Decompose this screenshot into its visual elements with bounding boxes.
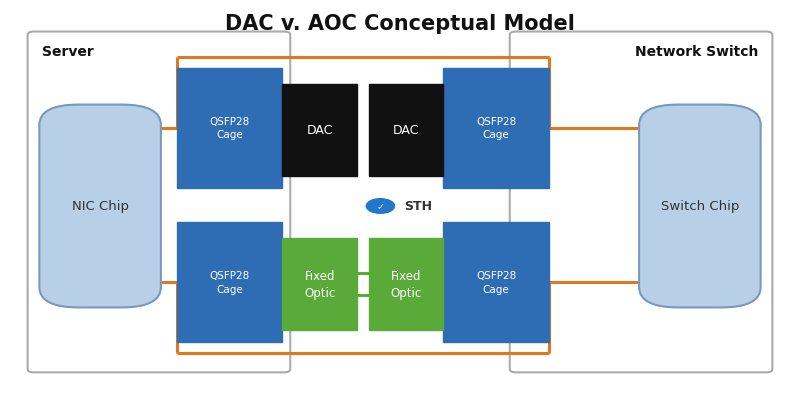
FancyBboxPatch shape (443, 69, 549, 188)
Text: STH: STH (404, 200, 432, 213)
Circle shape (366, 199, 394, 214)
FancyBboxPatch shape (443, 223, 549, 342)
FancyBboxPatch shape (369, 85, 443, 176)
FancyBboxPatch shape (282, 85, 357, 176)
FancyBboxPatch shape (510, 33, 773, 373)
Text: QSFP28
Cage: QSFP28 Cage (210, 117, 250, 140)
Text: DAC v. AOC Conceptual Model: DAC v. AOC Conceptual Model (225, 14, 575, 34)
Text: Fixed
Optic: Fixed Optic (390, 269, 422, 299)
Text: Server: Server (42, 45, 94, 59)
Text: QSFP28
Cage: QSFP28 Cage (476, 271, 516, 294)
FancyBboxPatch shape (369, 239, 443, 330)
Text: DAC: DAC (393, 124, 419, 137)
Text: QSFP28
Cage: QSFP28 Cage (476, 117, 516, 140)
Text: Network Switch: Network Switch (635, 45, 758, 59)
Text: NIC Chip: NIC Chip (72, 200, 129, 213)
FancyBboxPatch shape (639, 105, 761, 308)
FancyBboxPatch shape (282, 239, 357, 330)
FancyBboxPatch shape (39, 105, 161, 308)
FancyBboxPatch shape (177, 223, 282, 342)
Text: Fixed
Optic: Fixed Optic (304, 269, 335, 299)
Text: ✓: ✓ (376, 202, 385, 211)
Text: Switch Chip: Switch Chip (661, 200, 739, 213)
Text: DAC: DAC (306, 124, 333, 137)
Text: QSFP28
Cage: QSFP28 Cage (210, 271, 250, 294)
FancyBboxPatch shape (177, 69, 282, 188)
FancyBboxPatch shape (27, 33, 290, 373)
